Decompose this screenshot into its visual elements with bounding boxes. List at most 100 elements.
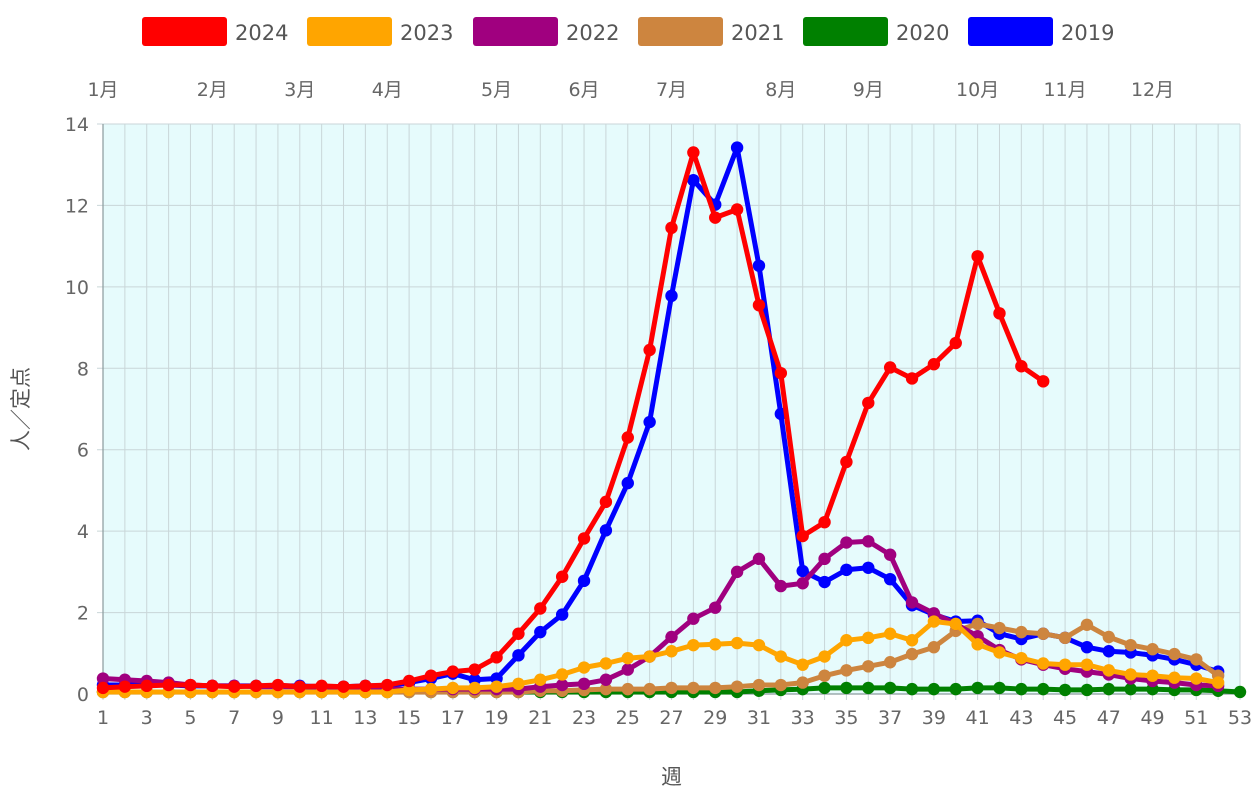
data-point-2020 [862, 681, 875, 695]
data-point-2023 [490, 680, 503, 693]
x-tick-label: 45 [1053, 707, 1077, 729]
x-tick-label: 53 [1228, 707, 1252, 729]
series-line-2023 [100, 619, 1221, 695]
data-point-2021 [1146, 643, 1159, 656]
x-tick-label: 49 [1140, 707, 1164, 729]
data-point-2021 [687, 681, 700, 695]
data-point-2019 [796, 564, 809, 578]
data-point-2022 [752, 552, 766, 566]
data-point-2021 [730, 680, 744, 693]
x-tick-label: 37 [878, 707, 902, 729]
data-point-2019 [818, 575, 831, 589]
data-point-2022 [555, 678, 569, 692]
data-point-2024 [293, 680, 306, 693]
data-point-2023 [402, 683, 416, 697]
data-point-2023 [774, 650, 788, 663]
data-point-2023 [905, 634, 919, 647]
legend-label: 2023 [400, 21, 453, 45]
data-point-2024 [599, 495, 613, 509]
data-point-2023 [643, 650, 656, 663]
month-label: 11月 [1043, 79, 1086, 101]
data-point-2023 [927, 615, 941, 628]
data-point-2020 [1080, 683, 1094, 697]
data-point-2020 [971, 681, 984, 695]
data-point-2023 [730, 636, 744, 650]
data-point-2024 [555, 570, 569, 583]
series-group [96, 141, 1247, 699]
data-point-2023 [883, 627, 897, 640]
data-point-2024 [840, 455, 853, 469]
data-point-2021 [599, 682, 613, 696]
data-point-2020 [1233, 685, 1247, 699]
data-point-2024 [577, 532, 591, 545]
data-point-2023 [621, 651, 634, 665]
data-point-2021 [1168, 647, 1181, 661]
data-point-2024 [862, 396, 875, 410]
month-axis: 1月 2月 3月 4月 5月 6月 7月 8月 9月 10月 11月 12月 [87, 79, 1174, 101]
data-point-2020 [883, 681, 897, 695]
data-point-2022 [796, 577, 809, 590]
data-point-2021 [709, 681, 722, 695]
x-tick-label: 11 [310, 707, 334, 729]
legend-label: 2020 [896, 21, 949, 45]
data-point-2023 [1058, 658, 1072, 671]
y-tick-label: 10 [65, 277, 89, 299]
data-point-2024 [184, 678, 197, 692]
data-point-2020 [1102, 682, 1116, 696]
data-point-2023 [949, 617, 962, 631]
y-tick-label: 4 [77, 521, 89, 543]
x-tick-label: 47 [1097, 707, 1121, 729]
x-tick-label: 23 [572, 707, 596, 729]
data-point-2024 [905, 372, 919, 385]
x-tick-label: 39 [922, 707, 946, 729]
data-point-2021 [1080, 618, 1094, 631]
x-tick-label: 31 [747, 707, 771, 729]
data-point-2019 [512, 649, 525, 662]
data-point-2024 [1015, 360, 1028, 373]
data-point-2022 [687, 612, 700, 625]
data-point-2023 [862, 631, 875, 645]
data-point-2024 [206, 679, 219, 693]
legend-swatch [803, 17, 888, 46]
month-label: 5月 [481, 79, 512, 101]
data-point-2022 [621, 663, 634, 676]
data-point-2021 [1015, 625, 1028, 639]
x-tick-label: 19 [484, 707, 508, 729]
data-point-2021 [1190, 653, 1203, 666]
month-label: 10月 [956, 79, 999, 101]
legend: 2024 2023 2022 2021 2020 2019 [142, 17, 1114, 46]
x-tick-label: 43 [1009, 707, 1033, 729]
data-point-2021 [883, 656, 897, 669]
grid [97, 123, 1241, 700]
data-point-2019 [621, 476, 634, 490]
data-point-2024 [402, 674, 416, 688]
data-point-2020 [1015, 682, 1028, 696]
data-point-2024 [227, 680, 241, 693]
data-point-2023 [555, 668, 569, 681]
legend-swatch [473, 17, 558, 46]
data-point-2022 [709, 601, 722, 614]
data-point-2022 [774, 579, 788, 593]
data-point-2019 [665, 289, 678, 303]
data-point-2023 [446, 681, 460, 695]
data-point-2019 [687, 173, 700, 187]
data-point-2019 [534, 625, 547, 639]
data-point-2023 [752, 638, 766, 652]
x-tick-label: 25 [616, 707, 640, 729]
y-tick-label: 2 [77, 603, 89, 625]
y-tick-label: 14 [65, 114, 89, 136]
month-label: 6月 [568, 79, 599, 101]
data-point-2024 [424, 669, 438, 682]
x-tick-label: 5 [184, 707, 196, 729]
month-label: 1月 [87, 79, 118, 101]
data-point-2023 [687, 638, 700, 652]
data-point-2020 [993, 681, 1006, 695]
data-point-2020 [1037, 682, 1050, 696]
data-point-2019 [1102, 645, 1116, 658]
data-point-2024 [709, 211, 722, 224]
data-point-2023 [512, 677, 525, 691]
data-point-2023 [665, 645, 678, 658]
data-point-2024 [774, 366, 788, 380]
data-point-2020 [818, 681, 831, 695]
data-point-2021 [752, 678, 766, 692]
